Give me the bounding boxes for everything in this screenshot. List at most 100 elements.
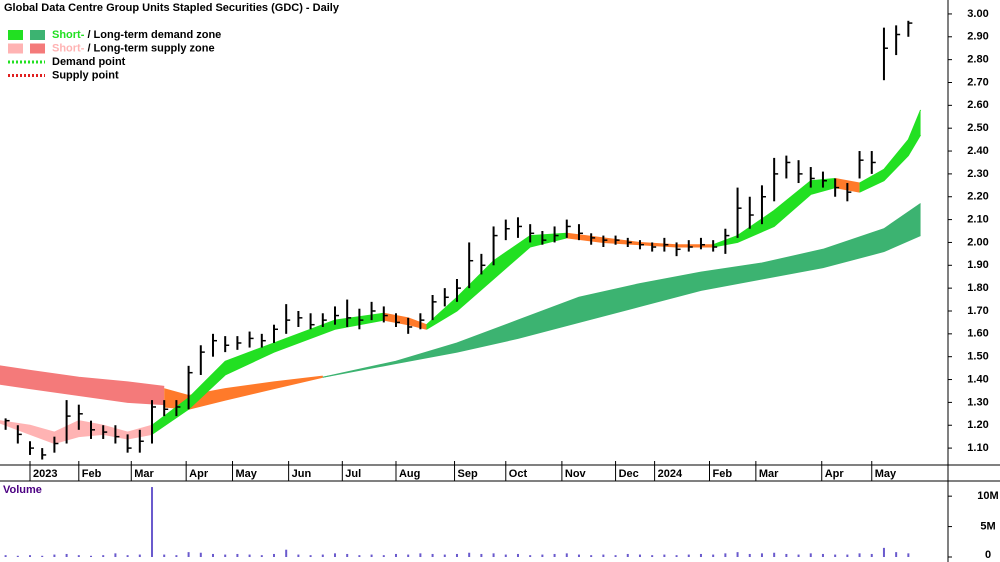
volume-bar — [590, 555, 593, 557]
y-tick-label: 3.00 — [967, 8, 988, 20]
volume-bar — [211, 553, 214, 557]
legend-swatch — [8, 30, 23, 40]
x-tick-label: Apr — [825, 468, 845, 480]
volume-bar — [846, 554, 849, 557]
volume-bar — [236, 553, 239, 557]
volume-bar — [358, 555, 361, 557]
legend-swatch — [30, 30, 45, 40]
volume-bar — [77, 555, 80, 557]
x-tick-label: May — [875, 468, 897, 480]
legend-text: Short- — [52, 29, 85, 41]
y-tick-label: 2.90 — [967, 31, 988, 43]
volume-bar — [394, 553, 397, 557]
volume-bar — [333, 553, 336, 557]
volume-bar — [163, 554, 166, 557]
x-tick-label: Jun — [292, 468, 312, 480]
volume-bar — [858, 553, 861, 557]
volume-bar — [882, 547, 885, 557]
volume-bar — [407, 554, 410, 557]
zone-fill — [0, 420, 153, 444]
volume-bar — [675, 555, 678, 557]
volume-bar — [199, 552, 202, 557]
y-tick-label: 1.30 — [967, 396, 988, 408]
x-tick-label: 2023 — [33, 468, 57, 480]
zone-edge — [712, 177, 836, 246]
volume-bar — [809, 553, 812, 557]
zone-fill — [0, 365, 165, 405]
legend-text: Demand point — [52, 56, 126, 68]
zone-edge — [322, 203, 921, 378]
volume-bar — [309, 555, 312, 557]
zone-edge — [164, 375, 323, 397]
zone-edge — [859, 109, 922, 184]
zone-edge — [151, 319, 384, 435]
y-tick-label: 1.80 — [967, 282, 988, 294]
volume-bar — [4, 555, 7, 557]
volume-bar — [553, 553, 556, 557]
volume-bar — [797, 554, 800, 557]
zone-edge — [859, 134, 921, 193]
volume-bar — [699, 553, 702, 557]
legend-swatch — [30, 43, 45, 54]
legend-text: Supply point — [52, 69, 119, 81]
volume-bar — [382, 555, 385, 557]
y-tick-label: 2.50 — [967, 122, 988, 134]
y-tick-label: 2.20 — [967, 191, 988, 203]
volume-bar — [285, 549, 288, 557]
volume-bar — [175, 555, 178, 557]
y-tick-label: 5M — [980, 520, 995, 532]
volume-bar — [224, 554, 227, 557]
volume-bar — [565, 553, 568, 557]
x-tick-label: Feb — [82, 468, 102, 480]
volume-bar — [724, 553, 727, 557]
x-tick-label: Oct — [509, 468, 528, 480]
y-tick-label: 2.60 — [967, 99, 988, 111]
x-tick-label: Nov — [565, 468, 587, 480]
zone-fill — [152, 313, 384, 435]
volume-bar — [541, 554, 544, 557]
x-tick-label: Jul — [345, 468, 361, 480]
y-tick-label: 1.40 — [967, 373, 988, 385]
volume-bar — [151, 487, 154, 557]
x-tick-label: Dec — [619, 468, 639, 480]
volume-bar — [736, 552, 739, 557]
volume-bar — [419, 553, 422, 557]
legend-label: Short- / Long-term supply zone — [52, 42, 215, 54]
volume-bar — [663, 554, 666, 557]
x-tick-label: 2024 — [658, 468, 683, 480]
volume-bar — [821, 553, 824, 557]
y-tick-label: 10M — [977, 490, 998, 502]
x-tick-label: Mar — [134, 468, 154, 480]
volume-bar — [16, 555, 19, 557]
volume-bar — [773, 552, 776, 557]
legend-text: / Long-term demand zone — [84, 29, 221, 41]
zone-fill — [322, 203, 921, 378]
x-tick-label: Apr — [189, 468, 209, 480]
volume-bar — [90, 555, 93, 557]
y-tick-label: 2.80 — [967, 54, 988, 66]
x-tick-label: Aug — [399, 468, 420, 480]
volume-bar — [138, 554, 141, 557]
volume-bar — [687, 554, 690, 557]
volume-bar — [504, 554, 507, 557]
y-tick-label: 1.70 — [967, 305, 988, 317]
zone-fill — [426, 233, 567, 330]
volume-bar — [614, 555, 617, 557]
volume-bar — [626, 553, 629, 557]
volume-bar — [297, 554, 300, 557]
volume-bar — [468, 552, 471, 557]
legend-label: Supply point — [52, 69, 119, 81]
volume-bar — [260, 555, 263, 557]
zone-fill — [859, 109, 921, 193]
volume-bar — [321, 554, 324, 557]
zone-edge — [835, 177, 860, 184]
y-tick-label: 0 — [985, 549, 991, 561]
volume-bar — [834, 554, 837, 557]
y-tick-label: 2.30 — [967, 168, 988, 180]
volume-bar — [516, 553, 519, 557]
x-tick-label: Feb — [713, 468, 733, 480]
volume-bar — [187, 552, 190, 557]
volume-bar — [907, 553, 910, 557]
zone-edge — [322, 235, 921, 378]
volume-bar — [29, 555, 32, 557]
